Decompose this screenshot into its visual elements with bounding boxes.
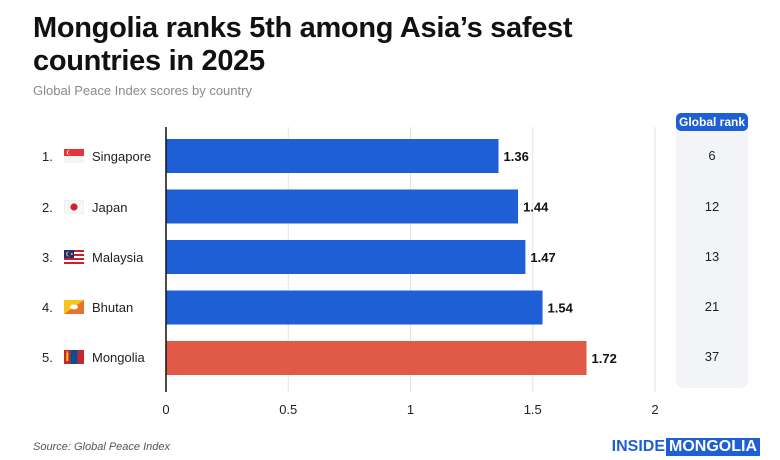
bar-singapore: [166, 139, 499, 173]
global-rank-value: 12: [704, 199, 720, 214]
value-label: 1.54: [548, 301, 574, 316]
bar-mongolia: [166, 341, 587, 375]
country-name: Malaysia: [92, 249, 144, 265]
chart-title: Mongolia ranks 5th among Asia’s safest c…: [33, 12, 573, 77]
country-name: Singapore: [92, 148, 152, 164]
x-tick-label: 1: [407, 402, 414, 417]
country-name: Bhutan: [92, 299, 134, 315]
malaysia-flag-icon: [64, 250, 84, 264]
global-rank-value: 13: [704, 249, 720, 264]
country-name: Mongolia: [92, 349, 145, 365]
brand-logo: INSIDE MONGOLIA: [612, 438, 760, 456]
value-label: 1.44: [523, 200, 549, 215]
bar-bhutan: [166, 290, 543, 325]
x-tick-label: 0.5: [279, 402, 297, 417]
row-label-japan: 2. Japan: [42, 197, 127, 217]
bar-japan: [166, 189, 519, 224]
bhutan-flag-icon: [64, 300, 84, 314]
global-rank-value: 37: [704, 349, 720, 364]
bar-malaysia: [166, 240, 526, 274]
x-tick-label: 2: [651, 402, 658, 417]
value-label: 1.72: [592, 351, 617, 366]
value-label: 1.47: [530, 250, 555, 265]
rank-number: 1.: [42, 148, 53, 164]
global-rank-value: 6: [708, 148, 716, 163]
mongolia-flag-icon: [64, 350, 84, 364]
source-note: Source: Global Peace Index: [33, 441, 170, 453]
value-label: 1.36: [504, 149, 529, 164]
rank-number: 5.: [42, 349, 53, 365]
rank-number: 2.: [42, 199, 53, 215]
country-name: Japan: [92, 199, 128, 215]
global-rank-header: Global rank: [676, 113, 748, 131]
row-label-mongolia: 5. Mongolia: [42, 347, 145, 367]
row-label-singapore: 1. Singapore: [42, 146, 151, 166]
chart-subtitle: Global Peace Index scores by country: [33, 83, 252, 98]
row-label-malaysia: 3. Malaysia: [42, 247, 143, 267]
brand-part-2: MONGOLIA: [666, 438, 760, 456]
rank-number: 3.: [42, 249, 53, 265]
japan-flag-icon: [64, 200, 84, 214]
singapore-flag-icon: [64, 149, 84, 163]
brand-part-1: INSIDE: [611, 438, 665, 455]
x-tick-label: 0: [162, 402, 169, 417]
row-label-bhutan: 4. Bhutan: [42, 297, 133, 317]
global-rank-value: 21: [704, 299, 720, 314]
global-rank-panel: [676, 121, 748, 388]
x-tick-label: 1.5: [524, 402, 542, 417]
rank-number: 4.: [42, 299, 53, 315]
